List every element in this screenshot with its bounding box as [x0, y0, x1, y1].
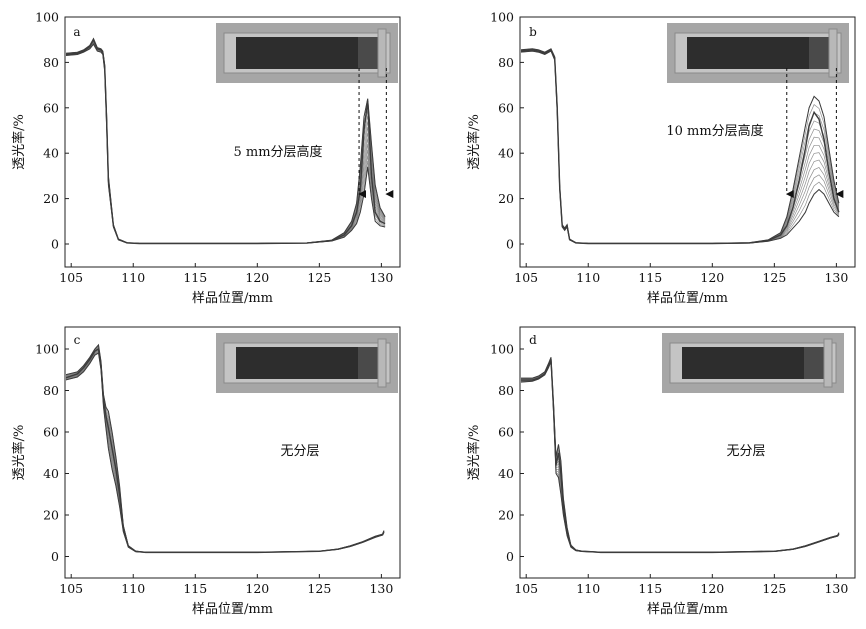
- x-tick-label: 115: [183, 270, 207, 285]
- plot-area: [66, 37, 386, 245]
- inset-sample-top: [809, 37, 829, 69]
- y-axis-title: 透光率/%: [11, 425, 27, 481]
- y-tick-label: 100: [35, 10, 59, 25]
- x-axis-title: 样品位置/mm: [647, 602, 728, 617]
- x-tick-label: 110: [576, 270, 600, 285]
- panel-letter: b: [529, 25, 537, 39]
- sample-photo-inset: [216, 23, 398, 83]
- y-tick-label: 100: [35, 342, 59, 357]
- x-tick-label: 125: [307, 270, 331, 285]
- y-tick-label: 40: [498, 146, 514, 161]
- y-tick-label: 20: [43, 191, 59, 206]
- plot-frame: [64, 326, 401, 579]
- y-tick-label: 60: [43, 100, 59, 115]
- y-tick-label: 40: [43, 146, 59, 161]
- x-tick-label: 115: [183, 581, 207, 596]
- x-tick-label: 110: [121, 581, 145, 596]
- inset-stopper: [377, 28, 387, 78]
- panel-letter: d: [529, 333, 537, 347]
- series-line-2: [521, 361, 840, 553]
- y-axis-title: 透光率/%: [11, 114, 27, 170]
- x-tick-label: 120: [245, 270, 269, 285]
- y-tick-label: 0: [506, 549, 514, 564]
- plot-frame: [64, 16, 401, 268]
- y-tick-label: 80: [498, 383, 514, 398]
- x-tick-label: 110: [576, 581, 600, 596]
- inset-sample-column: [236, 347, 360, 379]
- y-tick-label: 80: [498, 55, 514, 70]
- x-tick-label: 105: [59, 581, 83, 596]
- y-axis-title: 透光率/%: [466, 114, 482, 170]
- y-tick-label: 40: [498, 466, 514, 481]
- inset-sample-top: [804, 347, 824, 379]
- y-tick-label: 20: [498, 191, 514, 206]
- x-tick-label: 110: [121, 270, 145, 285]
- plot-area: [66, 343, 385, 554]
- series-line-3: [521, 357, 840, 553]
- y-tick-label: 20: [43, 508, 59, 523]
- annotation-text: 无分层: [726, 444, 765, 459]
- inset-sample-top: [358, 347, 378, 379]
- x-tick-label: 130: [369, 270, 393, 285]
- y-tick-label: 0: [51, 237, 59, 252]
- annotation-text: 5 mm分层高度: [233, 144, 322, 160]
- x-tick-label: 105: [514, 581, 538, 596]
- plot-area: [521, 48, 840, 245]
- x-tick-label: 115: [638, 270, 662, 285]
- series-line-3: [521, 48, 840, 244]
- plot-frame: [519, 326, 856, 579]
- panel-letter: c: [74, 333, 81, 347]
- sample-photo-inset: [662, 333, 844, 393]
- inset-sample-column: [236, 37, 360, 69]
- annotation-text: 无分层: [280, 444, 319, 459]
- x-tick-label: 105: [514, 270, 538, 285]
- inset-sample-top: [358, 37, 378, 69]
- x-tick-label: 125: [762, 270, 786, 285]
- inset-stopper: [377, 338, 387, 388]
- x-tick-label: 115: [638, 581, 662, 596]
- x-axis-title: 样品位置/mm: [192, 291, 273, 306]
- panel-c: 105 110 115 120 125 130 0 20 40 60 80 100 样品位置/mm 透光率…: [11, 326, 401, 617]
- x-axis-title: 样品位置/mm: [647, 291, 728, 306]
- panel-letter: a: [73, 25, 80, 39]
- x-tick-label: 125: [307, 581, 331, 596]
- y-tick-label: 40: [43, 466, 59, 481]
- inset-sample-column: [682, 347, 806, 379]
- x-tick-label: 130: [824, 270, 848, 285]
- y-axis-title: 透光率/%: [466, 425, 482, 481]
- series-line-2: [66, 352, 385, 553]
- plot-area: [521, 357, 840, 554]
- x-tick-label: 120: [700, 581, 724, 596]
- inset-stopper: [828, 28, 838, 78]
- inset-stopper: [823, 338, 833, 388]
- panel-d: 105 110 115 120 125 130 0 20 40 60 80 100 样品位置/mm 透光率…: [466, 326, 856, 617]
- panel-b: 105 110 115 120 125 130 0 20 40 60 80 100 样品位置/mm 透光率…: [466, 10, 856, 306]
- x-tick-label: 130: [824, 581, 848, 596]
- plot-frame: [519, 16, 856, 268]
- y-tick-label: 0: [51, 549, 59, 564]
- x-tick-label: 125: [762, 581, 786, 596]
- y-tick-label: 60: [43, 425, 59, 440]
- y-tick-label: 0: [506, 237, 514, 252]
- y-tick-label: 100: [490, 342, 514, 357]
- x-tick-label: 120: [245, 581, 269, 596]
- x-tick-label: 120: [700, 270, 724, 285]
- sample-photo-inset: [667, 23, 849, 83]
- series-line-3: [66, 37, 386, 244]
- x-axis-title: 样品位置/mm: [192, 602, 273, 617]
- y-tick-label: 20: [498, 508, 514, 523]
- y-tick-label: 100: [490, 10, 514, 25]
- x-tick-label: 105: [59, 270, 83, 285]
- sample-photo-inset: [216, 333, 398, 393]
- y-tick-label: 60: [498, 100, 514, 115]
- x-tick-label: 130: [369, 581, 393, 596]
- y-tick-label: 80: [43, 55, 59, 70]
- inset-sample-column: [687, 37, 811, 69]
- y-tick-label: 80: [43, 383, 59, 398]
- panel-a: 105 110 115 120 125 130 0 20 40 60 80 100 样品位置/mm 透光率…: [11, 10, 401, 306]
- annotation-text: 10 mm分层高度: [666, 123, 763, 139]
- series-line-3: [66, 343, 385, 553]
- y-tick-label: 60: [498, 425, 514, 440]
